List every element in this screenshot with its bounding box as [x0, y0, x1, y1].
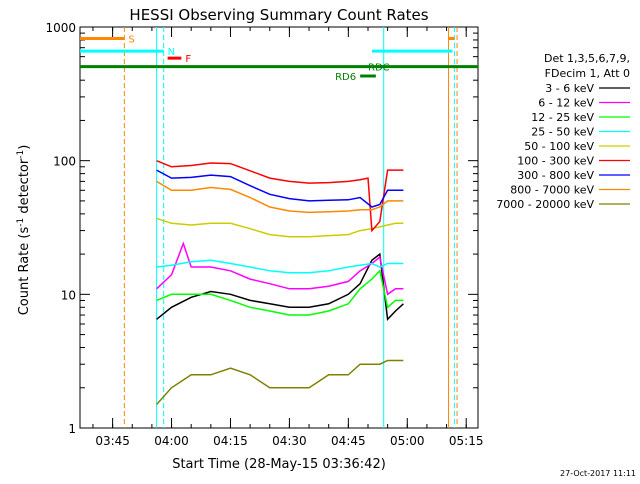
- legend-label: 3 - 6 keV: [545, 82, 594, 95]
- marker-label: N: [168, 47, 175, 58]
- x-tick-label: 05:15: [449, 434, 484, 448]
- marker-label: RDC: [368, 63, 390, 74]
- x-tick-label: 04:45: [331, 434, 366, 448]
- legend-label: 12 - 25 keV: [531, 111, 594, 124]
- series-line: [156, 259, 404, 274]
- x-axis-label: Start Time (28-May-15 03:36:42): [172, 457, 386, 472]
- series-line: [156, 169, 404, 208]
- x-tick-label: 04:00: [154, 434, 189, 448]
- legend-header-line: Det 1,3,5,6,7,9,: [544, 52, 630, 65]
- y-axis-label-sup: -1: [16, 218, 26, 227]
- x-tick-label: 04:15: [213, 434, 248, 448]
- legend-label: 100 - 300 keV: [517, 155, 594, 168]
- footer-timestamp: 27-Oct-2017 11:11: [560, 469, 636, 478]
- marker-label: F: [185, 54, 191, 65]
- y-axis-label: Count Rate (s-1 detector-1): [16, 145, 32, 316]
- y-axis-label-part: Count Rate (s: [17, 227, 32, 316]
- series-line: [156, 359, 404, 405]
- y-axis-label-sup: -1: [16, 150, 26, 159]
- y-axis-label-part: ): [17, 145, 32, 150]
- y-tick-label: 10: [61, 288, 76, 302]
- series-line: [156, 160, 404, 233]
- y-axis-label-part: detector: [17, 158, 32, 218]
- legend-header-line: FDecim 1, Att 0: [545, 67, 630, 80]
- y-tick-label: 100: [53, 155, 76, 169]
- y-tick-label: 1: [68, 422, 76, 436]
- legend-label: 300 - 800 keV: [517, 169, 594, 182]
- series-line: [156, 180, 404, 214]
- series-line: [156, 217, 404, 238]
- series-line: [156, 269, 404, 316]
- legend-label: 800 - 7000 keV: [510, 184, 594, 197]
- legend-label: 50 - 100 keV: [524, 140, 594, 153]
- x-tick-label: 04:30: [272, 434, 307, 448]
- plot-area: 1 10 100 1000 03:45 04:00 04:15 04:30 04:45 05:00…: [45, 21, 483, 448]
- y-tick-label: 1000: [45, 21, 76, 35]
- series-line: [156, 241, 404, 296]
- plot-frame: [79, 26, 479, 429]
- x-tick-label: 03:45: [95, 434, 130, 448]
- marker-label: S: [128, 35, 134, 46]
- chart-title: HESSI Observing Summary Count Rates: [129, 6, 428, 24]
- marker-label: RD6: [335, 72, 356, 83]
- legend-label: 7000 - 20000 keV: [496, 198, 594, 211]
- series-line: [156, 252, 404, 321]
- x-tick-label: 05:00: [390, 434, 425, 448]
- legend-label: 6 - 12 keV: [538, 97, 594, 110]
- legend-label: 25 - 50 keV: [531, 126, 594, 139]
